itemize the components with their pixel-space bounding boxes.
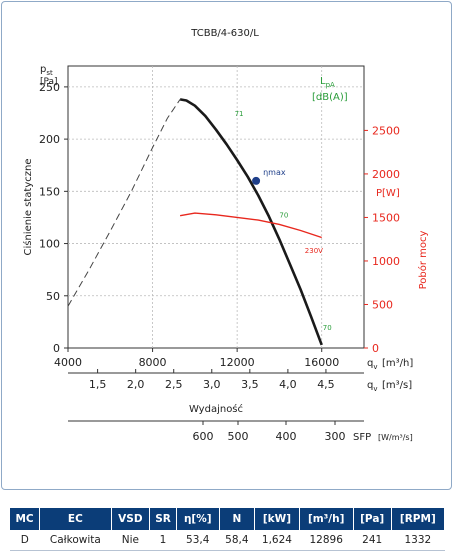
sfp-tick-label: 500 <box>228 430 249 443</box>
plot-area <box>67 65 365 349</box>
y2-tick-label: 0 <box>372 342 379 355</box>
specs-header-cell: [kW] <box>254 508 300 530</box>
specs-header-cell: η[%] <box>176 508 220 530</box>
lpa-unit: [dB(A)] <box>312 92 348 103</box>
y-axis-label: Ciśnienie statyczne <box>22 158 34 255</box>
power-curve-label: 230V <box>305 247 323 255</box>
chart-frame <box>1 1 452 490</box>
y2-axis-label: Pobór mocy <box>417 231 429 290</box>
x-axis-label: Wydajność <box>189 403 243 415</box>
x-tick-label: 4000 <box>54 356 82 369</box>
x2-tick-label: 4,5 <box>317 378 335 391</box>
y-axis-unit: [Pa] <box>40 77 58 87</box>
sfp-tick-label: 300 <box>325 430 346 443</box>
sfp-axis-label: SFP <box>353 432 371 443</box>
y2-tick-label: 2000 <box>372 168 400 181</box>
x-axis-unit: [m³/h] <box>382 358 413 369</box>
specs-cell: 12896 <box>299 530 354 551</box>
specs-header-row: MC EC VSD SR η[%] N [kW] [m³/h] [Pa] [RPM] <box>10 508 446 530</box>
specs-cell: 58,4 <box>219 530 255 551</box>
specs-header-cell: EC <box>39 508 112 530</box>
sfp-tick-label: 400 <box>276 430 297 443</box>
x-axis-symbol: qv <box>367 358 378 371</box>
x-tick-label: 12000 <box>220 356 255 369</box>
specs-header-cell: [Pa] <box>353 508 392 530</box>
y-tick-label: 150 <box>39 185 60 198</box>
specs-body: D Całkowita Nie 1 53,4 58,4 1,624 12896 241 1332 <box>10 530 445 551</box>
pressure-curve <box>179 98 323 346</box>
sfp-axis-unit: [W/m³/s] <box>378 433 413 442</box>
y-tick-label: 250 <box>39 81 60 94</box>
x2-tick-label: 2,0 <box>127 378 145 391</box>
operating-point <box>252 176 261 185</box>
specs-cell: Całkowita <box>39 530 112 551</box>
y-tick-label: 200 <box>39 133 60 146</box>
specs-cell: 1 <box>149 530 177 551</box>
lpa-label: LpA <box>320 76 335 89</box>
specs-header-cell: N <box>219 508 256 530</box>
operating-point-label: ηmax <box>263 168 286 177</box>
y-tick-label: 0 <box>53 342 60 355</box>
fan-performance-chart: TCBB/4-630/L 0 50 100 150 200 250 pst[Pa] Ciśnie… <box>22 28 429 443</box>
x2-axis-unit: [m³/s] <box>382 380 412 391</box>
y2-tick-label: 500 <box>372 298 393 311</box>
specs-row: D Całkowita Nie 1 53,4 58,4 1,624 12896 241 1332 <box>10 530 445 551</box>
specs-cell: 53,4 <box>176 530 219 551</box>
specs-header-cell: VSD <box>111 508 151 530</box>
power-curve-230V <box>179 212 322 239</box>
y-tick-label: 100 <box>39 238 60 251</box>
y-axis-symbol: pst <box>40 64 53 77</box>
sound-level-label: 70 <box>279 211 288 219</box>
x2-tick-label: 2,5 <box>165 378 183 391</box>
specs-header-cell: [RPM] <box>391 508 446 530</box>
x-tick-label: 16000 <box>304 356 339 369</box>
x2-tick-label: 1,5 <box>89 378 107 391</box>
pressure-curve-unstable <box>67 99 181 307</box>
y-tick-label: 50 <box>46 290 60 303</box>
specs-cell: D <box>10 530 40 551</box>
specs-table: MC EC VSD SR η[%] N [kW] [m³/h] [Pa] [RPM] D Całko… <box>10 508 446 551</box>
x2-axis-symbol: qv <box>367 380 378 393</box>
sound-level-label: 71 <box>235 110 244 118</box>
specs-header-cell: MC <box>10 508 41 530</box>
specs-cell: 1332 <box>391 530 445 551</box>
specs-cell: Nie <box>111 530 150 551</box>
x2-tick-label: 3,0 <box>203 378 221 391</box>
specs-header-cell: [m³/h] <box>299 508 354 530</box>
sound-level-label: 70 <box>323 324 332 332</box>
x2-tick-label: 3,5 <box>241 378 259 391</box>
chart-title: TCBB/4-630/L <box>190 28 259 39</box>
y2-tick-label: 1500 <box>372 211 400 224</box>
specs-header-cell: SR <box>149 508 177 530</box>
specs-cell: 1,624 <box>254 530 300 551</box>
specs-cell: 241 <box>353 530 392 551</box>
y2-axis-symbol: P[W] <box>376 188 400 199</box>
y2-tick-label: 2500 <box>372 124 400 137</box>
x-tick-label: 8000 <box>139 356 167 369</box>
sfp-tick-label: 600 <box>193 430 214 443</box>
y2-tick-label: 1000 <box>372 255 400 268</box>
x2-tick-label: 4,0 <box>279 378 297 391</box>
